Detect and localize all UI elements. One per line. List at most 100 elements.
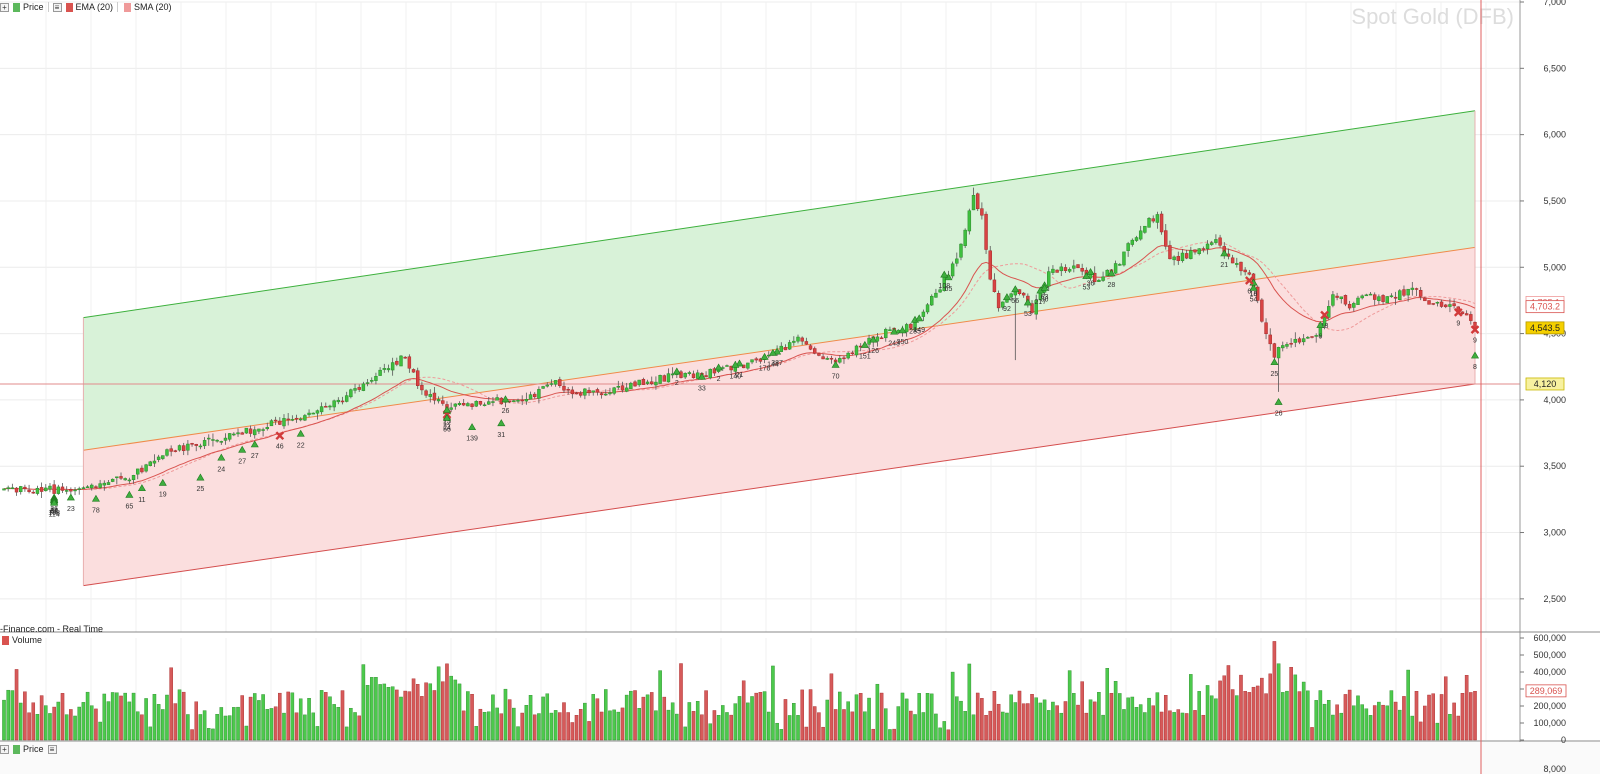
candle-body <box>971 195 976 211</box>
candle-body <box>670 373 675 376</box>
signal-down-marker: 18 <box>1320 310 1329 330</box>
volume-bar <box>282 712 286 741</box>
candle-body <box>875 336 880 342</box>
volume-bar <box>232 707 236 741</box>
candle <box>925 302 930 315</box>
candle <box>1314 333 1318 343</box>
legend-item-ema[interactable]: ≡ EMA (20) <box>52 2 119 12</box>
candle-body <box>148 461 152 466</box>
candle <box>1347 300 1352 311</box>
candle-body <box>1297 338 1302 343</box>
candle-body <box>1047 271 1051 287</box>
candle <box>541 385 545 389</box>
volume-bar <box>219 707 224 741</box>
volume-bar <box>712 710 717 741</box>
candle <box>353 383 357 394</box>
legend-item-price[interactable]: Price <box>11 2 49 12</box>
volume-bar <box>649 692 654 741</box>
legend-swatch <box>13 2 20 12</box>
bottom-axis-partial-label: 8,000 <box>1543 764 1566 774</box>
candle-body <box>69 489 73 492</box>
volume-bar <box>248 696 253 741</box>
candle <box>282 414 286 429</box>
candle <box>1176 251 1181 265</box>
candle-body <box>967 210 972 232</box>
signal-count-label: 8 <box>1473 364 1477 371</box>
volume-bar <box>574 715 579 741</box>
candle-body <box>1159 213 1164 233</box>
legend-item-price-bottom[interactable]: Price ≡ <box>11 744 63 754</box>
volume-bar <box>1439 694 1444 741</box>
volume-bar <box>1193 710 1197 741</box>
candle <box>106 479 111 486</box>
candle-body <box>620 385 625 391</box>
volume-bar <box>507 699 512 741</box>
candle <box>1047 266 1051 291</box>
volume-bar <box>194 701 199 741</box>
bottom-strip <box>0 742 1600 774</box>
candle-body <box>190 443 194 445</box>
candle <box>1009 292 1013 302</box>
volume-bar <box>1038 702 1043 741</box>
candle-body <box>583 388 587 396</box>
volume-bar <box>215 713 219 741</box>
candle <box>1306 336 1310 339</box>
signal-up-arrow: 27 <box>250 440 259 460</box>
candle <box>219 440 224 445</box>
volume-bar <box>1414 691 1419 741</box>
candle-body <box>227 433 232 440</box>
volume-bar <box>1364 708 1369 741</box>
candle-body <box>2 488 6 491</box>
volume-bar <box>35 714 40 741</box>
volume-bar <box>687 702 692 741</box>
candle <box>520 395 524 406</box>
volume-bar <box>946 729 951 741</box>
volume-bar <box>64 714 69 741</box>
up-arrow-icon <box>468 423 477 431</box>
legend-toggle-icon[interactable]: + <box>0 744 9 754</box>
legend-toggle-icon[interactable]: + <box>0 2 9 12</box>
channel-middle-line <box>83 246 1476 451</box>
signal-count-label: 27 <box>251 453 259 460</box>
candle <box>56 484 61 495</box>
candle <box>1335 292 1339 301</box>
candle <box>286 413 290 426</box>
up-arrow-icon <box>1220 249 1229 257</box>
volume-bar <box>428 683 433 741</box>
candle <box>169 445 173 457</box>
legend-item-sma[interactable]: SMA (20) <box>122 2 176 12</box>
candle <box>746 362 750 370</box>
candle-body <box>1469 314 1473 321</box>
up-arrow-icon <box>731 360 740 368</box>
signal-count-label: 25 <box>1271 371 1279 378</box>
candle-body <box>1218 237 1222 246</box>
channel-upper-line <box>83 110 1476 319</box>
candle-body <box>1009 293 1013 298</box>
volume-bar <box>858 693 863 741</box>
list-icon: ≡ <box>47 744 57 754</box>
volume-bar <box>1138 704 1143 741</box>
candle <box>85 485 90 488</box>
legend-swatch <box>65 2 73 12</box>
volume-bar <box>89 705 94 741</box>
legend-item-volume[interactable]: Volume <box>0 635 46 645</box>
volume-bar <box>532 714 537 741</box>
candle-body <box>81 487 86 489</box>
candle-body <box>599 393 604 396</box>
volume-bar <box>971 714 976 741</box>
volume-bar <box>808 689 813 741</box>
candle <box>754 357 758 363</box>
signal-count-label: 54 <box>1250 296 1258 303</box>
candle <box>1435 301 1440 307</box>
candle <box>328 404 332 411</box>
candle-body <box>127 479 132 482</box>
signal-count-label: 18 <box>1250 291 1258 298</box>
candle <box>436 396 441 404</box>
candle-body <box>491 401 495 403</box>
candle-body <box>1452 303 1456 307</box>
candle <box>1134 235 1139 243</box>
volume-bar <box>804 726 809 741</box>
candle-body <box>165 449 169 456</box>
up-arrow-icon <box>137 484 146 492</box>
